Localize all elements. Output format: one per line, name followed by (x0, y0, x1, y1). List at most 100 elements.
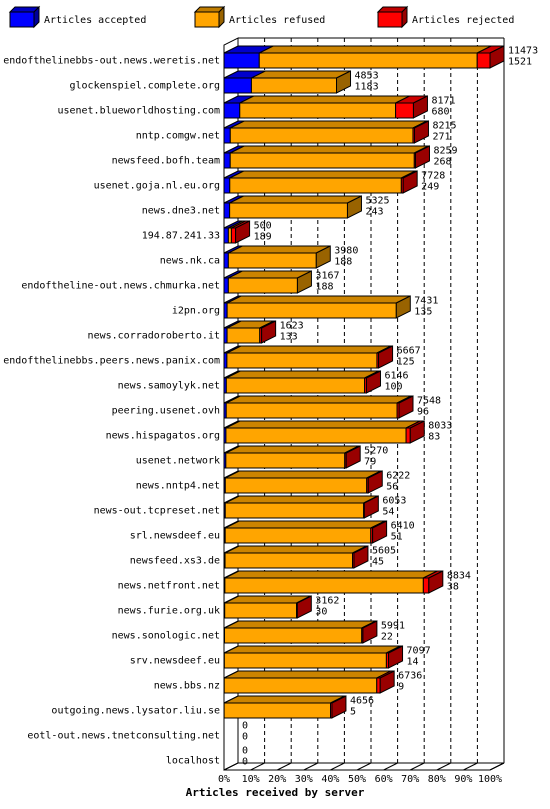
bar-segment (423, 578, 428, 593)
accepted-value-label: 133 (280, 332, 298, 343)
bar-segment (224, 203, 230, 218)
category-label: news.dne3.net (142, 206, 220, 217)
floor-tick (384, 763, 398, 770)
bar-segment-top (225, 471, 380, 478)
bar-segment-top (227, 296, 410, 303)
accepted-value-label: 54 (382, 507, 394, 518)
bar-segment (230, 153, 414, 168)
total-value-label: 11473 (508, 46, 538, 57)
bar-segment-top (240, 96, 410, 103)
bar-segment (230, 178, 402, 193)
bar-segment (227, 303, 396, 318)
bar-segment-top (227, 346, 391, 353)
bar-segment-top (224, 646, 400, 653)
category-label: news.netfront.net (118, 581, 220, 592)
bar-segment-top (259, 46, 491, 53)
category-label: localhost (166, 756, 220, 767)
total-value-label: 3167 (315, 271, 339, 282)
bar-segment (226, 403, 397, 418)
bar-segment-top (225, 621, 376, 628)
bar-segment (406, 428, 410, 443)
bar-segment (224, 653, 386, 668)
floor-tick (463, 763, 477, 770)
category-label: i2pn.org (172, 306, 220, 317)
category-label: news.sonologic.net (112, 631, 220, 642)
total-value-label: 7431 (414, 296, 438, 307)
bar-segment-top (226, 396, 411, 403)
bar-segment-top (251, 71, 350, 78)
floor-tick (330, 763, 344, 770)
total-value-label: 7097 (407, 646, 431, 657)
total-value-label: 6146 (384, 371, 408, 382)
accepted-value-label: 45 (372, 557, 384, 568)
category-label: 194.87.241.33 (142, 231, 220, 242)
bar-segment-top (226, 446, 359, 453)
accepted-value-label: 243 (365, 207, 383, 218)
category-label: news.nntp4.net (136, 481, 220, 492)
x-axis-title: Articles received by server (186, 786, 365, 799)
bar-segment (224, 253, 228, 268)
category-label: usenet.blueworldhosting.com (57, 106, 220, 117)
accepted-value-label: 22 (381, 632, 393, 643)
accepted-value-label: 188 (315, 282, 333, 293)
bar-segment (231, 228, 235, 243)
category-label: nntp.comgw.net (136, 131, 220, 142)
x-tick-label: 90% (454, 774, 472, 785)
category-label: news-out.tcpreset.net (94, 506, 220, 517)
bar-segment (224, 228, 228, 243)
bar-segment-top (224, 671, 391, 678)
floor-tick (357, 763, 371, 770)
bar-segment (225, 478, 366, 493)
accepted-value-label: 271 (432, 132, 450, 143)
category-label: srv.newsdeef.eu (130, 656, 220, 667)
bar-segment (226, 428, 406, 443)
total-value-label: 5325 (365, 196, 389, 207)
bar-segment (225, 628, 362, 643)
accepted-value-label: 268 (433, 157, 451, 168)
bar-segment (224, 703, 330, 718)
floor-tick (277, 763, 291, 770)
floor-tick (437, 763, 451, 770)
total-value-label: 8215 (432, 121, 456, 132)
accepted-value-label: 38 (447, 582, 459, 593)
bar-segment (251, 78, 336, 93)
total-value-label: 6410 (391, 521, 415, 532)
bar-segment-top (228, 246, 330, 253)
x-tick-label: 0% (218, 774, 230, 785)
total-value-label: 0 (242, 721, 248, 732)
x-tick-label: 80% (428, 774, 446, 785)
bar-segment (227, 328, 260, 343)
category-label: endofthelinebbs-out.news.weretis.net (3, 56, 220, 67)
total-value-label: 3162 (315, 596, 339, 607)
total-value-label: 3980 (334, 246, 358, 257)
accepted-value-label: 9 (398, 682, 404, 693)
accepted-value-label: 14 (407, 657, 419, 668)
x-tick-label: 70% (401, 774, 419, 785)
bar-segment (224, 53, 259, 68)
category-label: news.hispagatos.org (106, 431, 220, 442)
bar-segment (224, 278, 228, 293)
bar-segment (228, 278, 297, 293)
bar-segment (227, 353, 377, 368)
total-value-label: 6222 (386, 471, 410, 482)
category-label: news.corradoroberto.it (88, 331, 220, 342)
category-label: usenet.goja.nl.eu.org (94, 181, 220, 192)
bar-segment (224, 128, 230, 143)
accepted-value-label: 79 (364, 457, 376, 468)
total-value-label: 6053 (382, 496, 406, 507)
total-value-label: 4656 (350, 696, 374, 707)
x-tick-label: 50% (348, 774, 366, 785)
legend-swatch (378, 12, 402, 27)
total-value-label: 5605 (372, 546, 396, 557)
category-label: newsfeed.xs3.de (130, 556, 220, 567)
total-value-label: 8834 (447, 571, 471, 582)
legend-label: Articles refused (229, 15, 325, 26)
total-value-label: 8033 (428, 421, 452, 432)
bar-segment-top (225, 521, 385, 528)
category-label: news.nk.ca (160, 256, 220, 267)
total-value-label: 1623 (280, 321, 304, 332)
accepted-value-label: 680 (431, 107, 449, 118)
bar-segment-top (230, 146, 428, 153)
